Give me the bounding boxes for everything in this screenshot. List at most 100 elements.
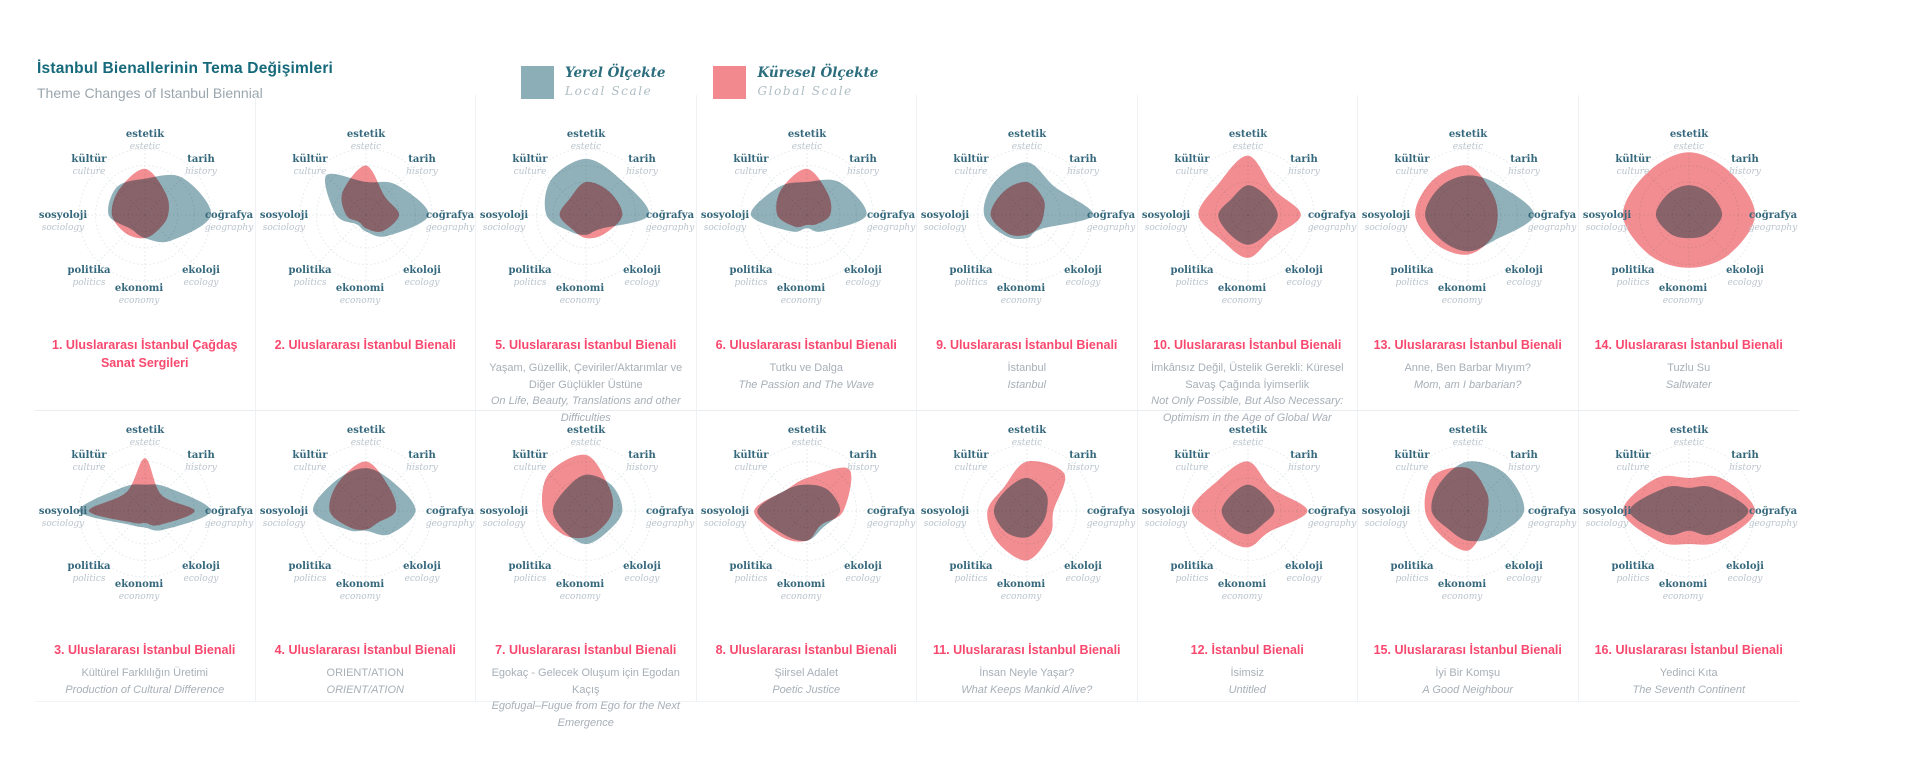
axis-label-ecology-tr: ekoloji <box>844 561 882 572</box>
axis-label-geography-en: geography <box>866 223 915 233</box>
axis-label-history-tr: tarih <box>1069 450 1097 461</box>
axis-label-ecology-en: ecology <box>1507 278 1543 288</box>
chart-caption: 15. Uluslararası İstanbul Bienali İyi Bir… <box>1361 641 1575 698</box>
chart-title: 10. Uluslararası İstanbul Bienali <box>1153 338 1342 352</box>
chart-title: 16. Uluslararası İstanbul Bienali <box>1594 643 1783 657</box>
axis-label-politics-tr: politika <box>1611 265 1655 276</box>
axis-label-sociology-en: sociology <box>924 223 967 233</box>
axis-label-economy-en: economy <box>119 592 161 602</box>
axis-label-politics-tr: politika <box>67 561 111 572</box>
chart-cell-10: estetik estetic tarih history coğrafya geogra… <box>1137 95 1358 424</box>
axis-label-politics-en: politics <box>1175 574 1208 584</box>
chart-cell-7: estetik estetic tarih history coğrafya geogra… <box>476 411 697 729</box>
global-scale-blob <box>559 181 623 239</box>
chart-title: 3. Uluslararası İstanbul Bienali <box>54 643 236 657</box>
axis-label-politics-en: politics <box>72 278 105 288</box>
biennial-chart-grid: estetik estetic tarih history coğrafya geogra… <box>35 95 1799 729</box>
global-scale-blob <box>1191 461 1307 548</box>
axis-label-economy-en: economy <box>1001 592 1043 602</box>
global-scale-blob <box>775 168 831 228</box>
axis-label-sociology-en: sociology <box>42 223 85 233</box>
axis-label-geography-tr: coğrafya <box>1087 506 1136 517</box>
axis-label-ecology-en: ecology <box>184 278 220 288</box>
axis-label-economy-tr: ekonomi <box>556 579 604 590</box>
axis-label-estetic-tr: estetik <box>1669 129 1708 140</box>
axis-label-sociology-en: sociology <box>1365 519 1408 529</box>
axis-label-history-tr: tarih <box>628 154 656 165</box>
global-scale-blob <box>990 181 1045 236</box>
axis-label-history-tr: tarih <box>849 154 877 165</box>
axis-label-estetic-en: estetic <box>791 438 821 448</box>
axis-label-politics-en: politics <box>72 574 105 584</box>
axis-label-culture-en: culture <box>293 463 326 473</box>
axis-label-sociology-tr: sosyoloji <box>39 210 87 221</box>
axis-label-economy-tr: ekonomi <box>1658 579 1706 590</box>
axis-label-sociology-en: sociology <box>42 519 85 529</box>
axis-label-history-tr: tarih <box>628 450 656 461</box>
axis-label-sociology-tr: sosyoloji <box>921 506 969 517</box>
axis-label-history-tr: tarih <box>849 450 877 461</box>
chart-cell-2: estetik estetic tarih history coğrafya geogra… <box>255 95 476 411</box>
chart-cell-15: estetik estetic tarih history coğrafya geogra… <box>1358 411 1579 702</box>
axis-label-sociology-tr: sosyoloji <box>480 210 528 221</box>
radar-chart: estetik estetic tarih history coğrafya geogra… <box>259 129 474 306</box>
axis-label-geography-tr: coğrafya <box>205 506 254 517</box>
chart-title: 9. Uluslararası İstanbul Bienali <box>936 338 1118 352</box>
axis-label-history-en: history <box>1508 463 1541 473</box>
axis-label-ecology-en: ecology <box>1066 278 1102 288</box>
axis-label-politics-tr: politika <box>729 265 773 276</box>
axis-label-history-tr: tarih <box>1290 154 1318 165</box>
axis-label-culture-tr: kültür <box>292 154 328 165</box>
axis-label-estetic-en: estetic <box>1012 142 1042 152</box>
radar-chart: estetik estetic tarih history coğrafya geogra… <box>921 425 1136 602</box>
axis-label-estetic-tr: estetik <box>346 425 385 436</box>
chart-caption: 3. Uluslararası İstanbul Bienali Kültürel… <box>38 641 252 698</box>
global-scale-blob <box>541 454 614 539</box>
axis-label-culture-tr: kültür <box>71 450 107 461</box>
axis-label-ecology-en: ecology <box>184 574 220 584</box>
axis-label-economy-tr: ekonomi <box>1217 579 1265 590</box>
axis-label-estetic-tr: estetik <box>126 129 165 140</box>
axis-label-history-tr: tarih <box>187 154 215 165</box>
axis-label-geography-tr: coğrafya <box>1528 210 1577 221</box>
chart-title: 14. Uluslararası İstanbul Bienali <box>1594 338 1783 352</box>
axis-label-estetic-en: estetic <box>1673 438 1703 448</box>
radar-chart: estetik estetic tarih history coğrafya geogra… <box>39 425 254 602</box>
axis-label-politics-tr: politika <box>949 265 993 276</box>
chart-caption: 12. İstanbul Bienali İsimsiz Untitled <box>1141 641 1355 698</box>
chart-title: 7. Uluslararası İstanbul Bienali <box>495 643 677 657</box>
axis-label-estetic-tr: estetik <box>1669 425 1708 436</box>
chart-caption: 8. Uluslararası İstanbul Bienali Şiirsel … <box>700 641 914 698</box>
axis-label-ecology-en: ecology <box>625 278 661 288</box>
axis-label-estetic-en: estetic <box>571 142 601 152</box>
axis-label-politics-en: politics <box>513 574 546 584</box>
axis-label-politics-tr: politika <box>508 265 552 276</box>
chart-subtitle-en: Mom, am I barbarian? <box>1413 378 1522 391</box>
global-scale-blob <box>328 461 396 530</box>
chart-subtitle-en: Egofugal–Fugue from Ego for the Next Eme… <box>491 700 680 729</box>
radar-chart: estetik estetic tarih history coğrafya geogra… <box>480 425 695 602</box>
chart-subtitle: Tutku ve Dalga The Passion and The Wave <box>700 360 914 393</box>
axis-label-sociology-en: sociology <box>1585 519 1628 529</box>
axis-label-sociology-en: sociology <box>703 223 746 233</box>
axis-label-ecology-en: ecology <box>1286 278 1322 288</box>
chart-caption: 16. Uluslararası İstanbul Bienali Yedinci… <box>1582 641 1797 698</box>
axis-label-geography-en: geography <box>205 519 254 529</box>
axis-label-history-en: history <box>185 167 218 177</box>
axis-label-culture-tr: kültür <box>1615 154 1651 165</box>
axis-label-geography-en: geography <box>1087 519 1136 529</box>
axis-label-ecology-en: ecology <box>1286 574 1322 584</box>
radar-chart: estetik estetic tarih history coğrafya geogra… <box>259 425 474 602</box>
axis-label-history-tr: tarih <box>1510 450 1538 461</box>
axis-label-geography-tr: coğrafya <box>1748 210 1797 221</box>
chart-cell-3: estetik estetic tarih history coğrafya geogra… <box>35 411 256 702</box>
axis-label-estetic-en: estetic <box>1673 142 1703 152</box>
axis-label-geography-en: geography <box>1307 519 1356 529</box>
global-scale-blob <box>987 461 1066 561</box>
chart-subtitle: ORIENT/ATION ORIENT/ATION <box>259 665 473 698</box>
radar-chart: estetik estetic tarih history coğrafya geogra… <box>1141 129 1356 306</box>
axis-label-sociology-tr: sosyoloji <box>1141 210 1189 221</box>
axis-label-economy-en: economy <box>1001 296 1043 306</box>
axis-label-history-en: history <box>185 463 218 473</box>
